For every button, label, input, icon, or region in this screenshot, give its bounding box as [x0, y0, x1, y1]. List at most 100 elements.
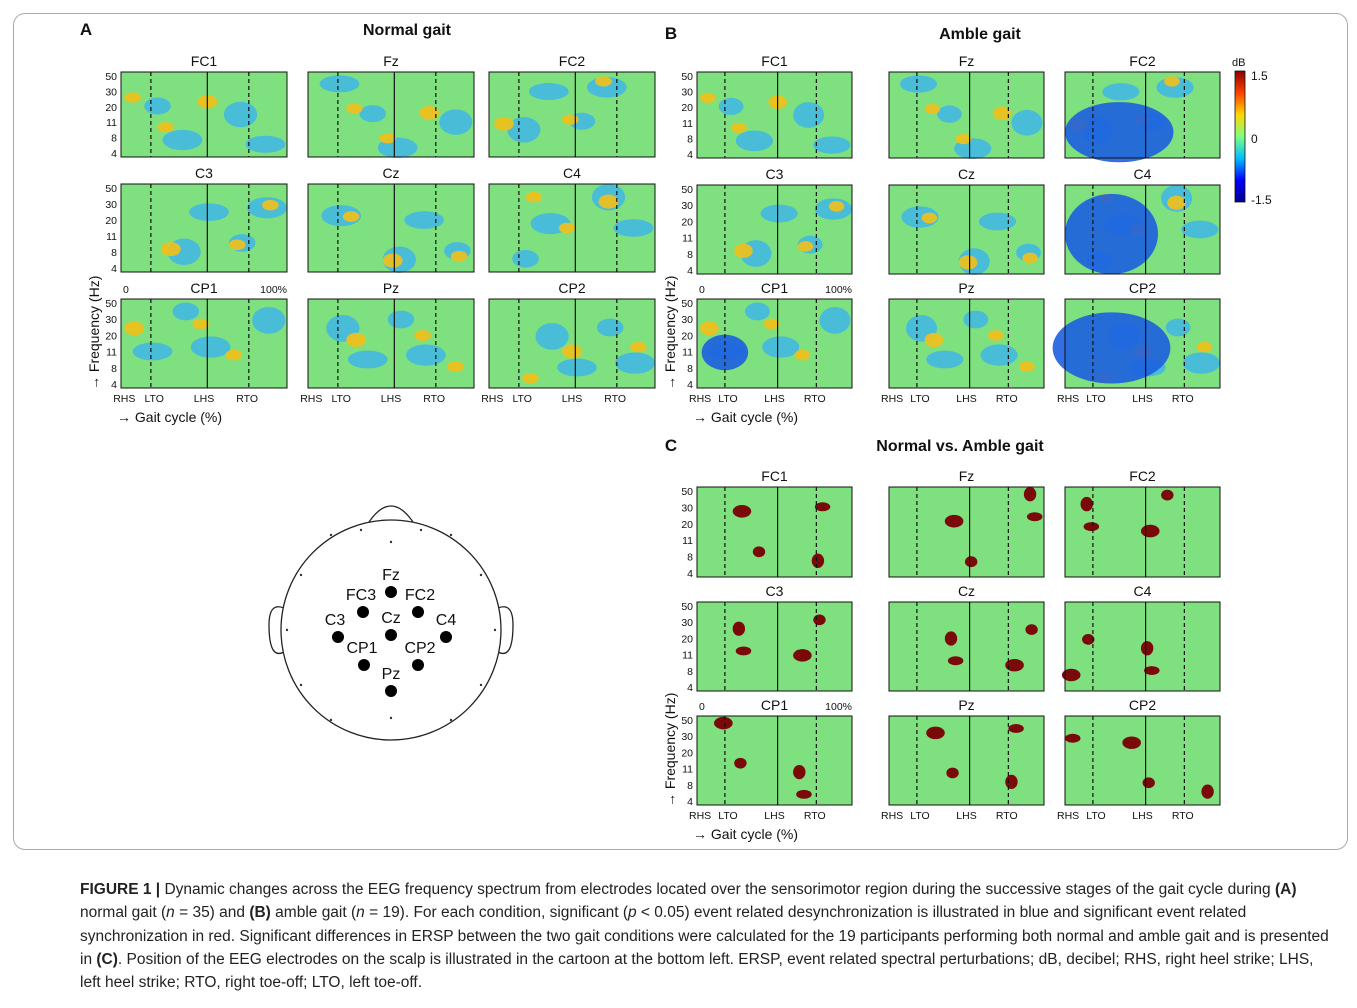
heatmap-blob [937, 105, 962, 123]
heatmap-blob [595, 76, 612, 87]
heatmap-blob [225, 349, 243, 361]
x-event-label: LHS [194, 393, 214, 405]
heatmap-blob [944, 514, 964, 528]
x-event-label: LHS [1132, 393, 1152, 405]
subplot-Fz: Fz [888, 53, 1045, 159]
y-tick-label: 50 [681, 715, 693, 727]
subplot-frame [888, 715, 1045, 806]
y-tick-label: 11 [682, 650, 693, 662]
x-event-label: LHS [764, 393, 784, 405]
scalp-dot [285, 628, 289, 632]
subplot-title: C3 [766, 166, 784, 182]
y-tick-label: 8 [687, 249, 693, 261]
heatmap-blob [192, 318, 209, 330]
y-tick-label: 50 [105, 298, 117, 310]
x-event-label: LTO [718, 393, 737, 405]
heatmap-blob [493, 117, 514, 131]
x-end-label: 100% [260, 284, 287, 296]
y-tick-label: 4 [111, 263, 117, 275]
heatmap-blob [1052, 312, 1171, 384]
heatmap-blob [228, 239, 246, 250]
heatmap-area [697, 487, 852, 577]
subplot-title: Pz [383, 280, 399, 296]
subplot-C4: C4 [488, 165, 656, 273]
heatmap-blob [760, 204, 798, 223]
heatmap-blob [1061, 668, 1081, 682]
subplot-frame [1064, 71, 1221, 159]
electrode-FC2 [412, 606, 424, 618]
heatmap-blob [1005, 658, 1024, 672]
y-tick-label: 4 [687, 149, 693, 161]
scalp-dot [299, 573, 303, 577]
subplot-frame [888, 71, 1045, 159]
heatmap-blob [419, 106, 440, 120]
heatmap-blob [507, 117, 541, 143]
x-event-label: RTO [236, 393, 258, 405]
colorbar: dB 1.5 0 -1.5 [1232, 57, 1272, 207]
y-tick-label: 8 [687, 552, 693, 564]
heatmap-blob [734, 757, 747, 769]
heatmap-blob [319, 75, 360, 93]
heatmap-blob [899, 75, 938, 93]
subplot-frame [888, 486, 1045, 578]
colorbar-gradient [1234, 70, 1246, 203]
panels-layer: A Normal gait FC1 50 30 20 11 8 4 Fz FC2 C3 50 30 20 11… [80, 20, 1221, 842]
caption-ref-b: (B) [249, 904, 271, 922]
head-ear-right [497, 606, 514, 654]
heatmap-area [697, 602, 852, 691]
subplot-frame [307, 183, 475, 273]
x-event-label: LTO [1086, 393, 1105, 405]
subplot-title: Fz [959, 468, 975, 484]
heatmap-blob [346, 332, 367, 348]
subplot-frame [307, 298, 475, 389]
heatmap-blob [926, 350, 964, 369]
electrode-CP1 [358, 659, 370, 671]
x-event-label: RHS [481, 393, 503, 405]
x-event-label: RTO [996, 393, 1018, 405]
head-nose [368, 505, 414, 523]
subplot-frame [696, 715, 853, 806]
heatmap-blob [924, 103, 941, 115]
scalp-dot [449, 533, 453, 537]
heatmap-blob [978, 212, 1017, 231]
y-tick-label: 20 [105, 330, 117, 342]
heatmap-blob [525, 191, 543, 203]
heatmap-blob [630, 341, 647, 353]
heatmap-blob [1144, 666, 1160, 675]
caption-text: < 0.05) event related desynchronization … [80, 904, 1329, 968]
heatmap-blob [814, 502, 831, 512]
scalp-dot [299, 683, 303, 687]
colorbar-tick-label: -1.5 [1251, 193, 1272, 207]
panel-title: Amble gait [939, 26, 1021, 43]
subplot-title: C3 [766, 583, 784, 599]
y-tick-label: 50 [105, 71, 117, 83]
heatmap-blob [813, 136, 851, 154]
subplot-C3: C3 50 30 20 11 8 4 [681, 583, 853, 694]
y-tick-label: 8 [687, 133, 693, 145]
heatmap-blob [797, 241, 814, 252]
subplot-CP1: CP1 50 30 20 11 8 4 RHS LTO LHS RTO 0 100% [105, 280, 288, 405]
subplot-C3: C3 50 30 20 11 8 4 [681, 166, 853, 277]
x-event-label: LTO [144, 393, 163, 405]
heatmap-blob [1201, 784, 1214, 799]
subplot-CP1: CP1 50 30 20 11 8 4 RHS LTO LHS RTO 0 100% [681, 697, 853, 822]
x-axis-label: → Gait cycle (%) [693, 826, 798, 842]
subplot-frame [888, 601, 1045, 692]
electrode-label: CP1 [346, 640, 377, 657]
y-tick-label: 8 [687, 363, 693, 375]
heatmap-blob [1122, 736, 1141, 749]
heatmap-blob [379, 133, 396, 144]
electrode-label: CP2 [404, 640, 435, 657]
x-event-label: LTO [718, 810, 737, 822]
heatmap-blob [382, 253, 403, 268]
subplot-frame [120, 71, 288, 158]
subplot-frame [696, 486, 853, 578]
heatmap-blob [144, 97, 171, 115]
heatmap-blob [926, 726, 945, 740]
heatmap-blob [921, 212, 938, 224]
subplot-Pz: Pz RHS LTO LHS RTO [881, 280, 1045, 405]
colorbar-unit: dB [1232, 57, 1245, 69]
y-tick-label: 11 [106, 347, 117, 359]
subplot-CP2: CP2 RHS LTO LHS RTO [481, 280, 656, 405]
scalp-dot [493, 628, 497, 632]
